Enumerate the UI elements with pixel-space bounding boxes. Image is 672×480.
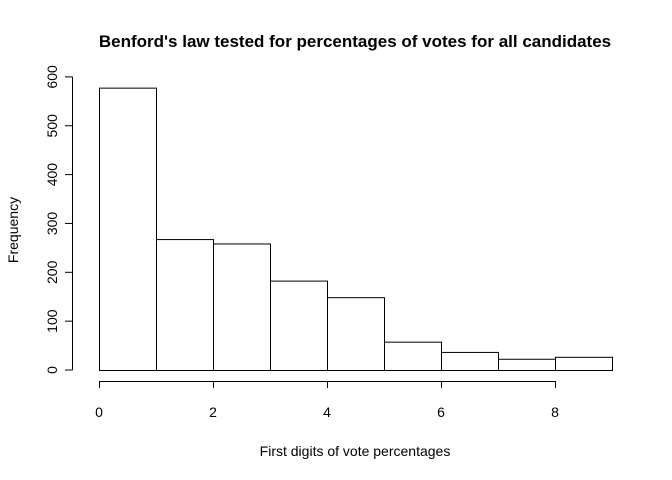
bars-group	[99, 87, 613, 372]
y-tick-label: 100	[44, 309, 60, 333]
y-axis-label: Frequency	[5, 197, 21, 263]
y-tick-label: 500	[44, 114, 60, 138]
x-axis-label: First digits of vote percentages	[260, 443, 451, 459]
histogram-bar	[99, 87, 157, 371]
chart-title: Benford's law tested for percentages of …	[99, 32, 611, 51]
histogram-bar	[156, 239, 214, 371]
y-axis: 0 100 200 300 400 500 600	[44, 65, 73, 374]
histogram-bar	[327, 297, 385, 371]
histogram-bar	[213, 243, 271, 371]
y-tick-label: 400	[44, 163, 60, 187]
histogram-bar	[441, 351, 499, 372]
x-axis: 0 2 4 6 8	[95, 381, 559, 420]
histogram-bar	[555, 356, 613, 371]
histogram-bar	[498, 358, 556, 371]
y-tick-label: 0	[44, 366, 60, 374]
x-tick-label: 2	[209, 404, 217, 420]
x-tick-label: 4	[323, 404, 331, 420]
histogram-bar	[384, 341, 442, 371]
x-tick-label: 6	[437, 404, 445, 420]
x-tick-label: 8	[551, 404, 559, 420]
y-tick-label: 600	[44, 65, 60, 89]
histogram-bar	[270, 280, 328, 371]
y-tick-label: 200	[44, 260, 60, 284]
y-tick-label: 300	[44, 212, 60, 236]
x-tick-label: 0	[95, 404, 103, 420]
